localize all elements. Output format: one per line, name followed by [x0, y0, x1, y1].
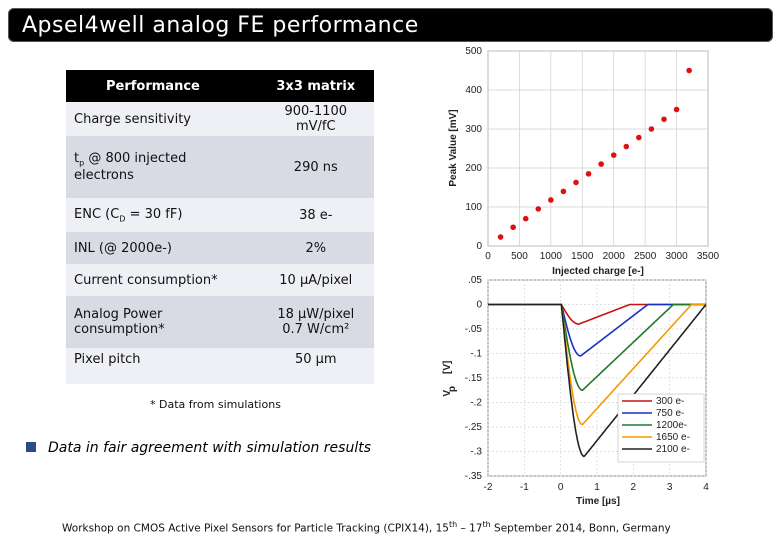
slide-title: Apsel4well analog FE performance — [22, 13, 419, 38]
y-tick-label: 300 — [465, 124, 482, 135]
table-row: INL (@ 2000e-) 2% — [66, 232, 374, 264]
table-row: ENC (CD = 30 fF) 38 e- — [66, 198, 374, 232]
x-tick-label: 500 — [511, 251, 528, 262]
row-label: ENC (CD = 30 fF) — [66, 198, 258, 232]
legend-label: 2100 e- — [656, 444, 690, 455]
x-tick-label: -2 — [484, 482, 493, 493]
legend-label: 1650 e- — [656, 432, 690, 443]
data-point — [522, 215, 529, 222]
x-tick-label: 1 — [594, 482, 600, 493]
row-label: Analog Power consumption* — [66, 296, 258, 348]
footer: Workshop on CMOS Active Pixel Sensors fo… — [62, 520, 671, 535]
waveform-chart: -2 -1 0 1 2 3 4 .05 0 -.05 -.1 -.15 -.2 -.25 -.3 -.35 3… — [442, 275, 709, 507]
data-point — [648, 126, 655, 132]
data-point — [598, 161, 604, 167]
y-axis-label: V p [V] — [442, 361, 458, 397]
x-tick-label: 3000 — [665, 251, 688, 262]
row-value: 290 ns — [257, 136, 374, 198]
header-performance: Performance — [66, 70, 258, 102]
y-tick-label: -.35 — [465, 471, 483, 482]
data-point — [535, 206, 542, 212]
row-label: tp @ 800 injected electrons — [66, 136, 258, 198]
y-tick-label: -.05 — [465, 324, 483, 335]
data-point — [585, 171, 592, 177]
svg-text:V: V — [442, 390, 453, 397]
row-value: 38 e- — [257, 198, 374, 232]
y-tick-label: -.1 — [470, 349, 482, 360]
legend-label: 300 e- — [656, 396, 684, 407]
x-axis-label: Injected charge [e-] — [552, 266, 644, 277]
y-tick-label: -.2 — [470, 398, 482, 409]
row-value: 2% — [257, 232, 374, 264]
y-tick-label: 400 — [465, 85, 482, 96]
y-tick-label: 500 — [465, 46, 482, 57]
bullet-text: Data in fair agreement with simulation r… — [48, 440, 371, 456]
performance-table: Performance 3x3 matrix Charge sensitivit… — [66, 70, 374, 384]
header-matrix: 3x3 matrix — [257, 70, 374, 102]
row-value: 50 µm — [257, 348, 374, 384]
plot-frame — [487, 50, 709, 247]
peak-value-chart: 0 500 1000 1500 2000 2500 3000 3500 0 100 200 300 40… — [448, 46, 720, 277]
x-tick-label: 0 — [558, 482, 564, 493]
x-tick-label: 2500 — [634, 251, 657, 262]
bullet-square-icon — [26, 442, 36, 452]
table-row: tp @ 800 injected electrons 290 ns — [66, 136, 374, 198]
x-tick-label: 3 — [667, 482, 673, 493]
data-point — [623, 143, 630, 150]
data-point — [610, 152, 617, 158]
x-tick-label: 2 — [631, 482, 637, 493]
row-value: 10 µA/pixel — [257, 264, 374, 296]
x-tick-label: -1 — [520, 482, 529, 493]
row-label: Current consumption* — [66, 264, 258, 296]
row-value: 18 µW/pixel 0.7 W/cm² — [257, 296, 374, 348]
x-axis-label: Time [µs] — [576, 496, 620, 507]
table-header-row: Performance 3x3 matrix — [66, 70, 374, 102]
data-point — [548, 197, 554, 203]
x-tick-label: 1000 — [540, 251, 563, 262]
row-label: Pixel pitch — [66, 348, 258, 384]
x-tick-label: 1500 — [571, 251, 594, 262]
svg-text:p: p — [447, 386, 458, 392]
x-tick-label: 3500 — [697, 251, 720, 262]
y-tick-label: -.15 — [465, 373, 483, 384]
x-tick-label: 2000 — [603, 251, 626, 262]
x-tick-label: 4 — [703, 482, 709, 493]
y-tick-label: .05 — [468, 275, 482, 286]
table-row: Pixel pitch 50 µm — [66, 348, 374, 384]
title-bar: Apsel4well analog FE performance — [8, 8, 773, 42]
y-tick-label: -.25 — [465, 422, 483, 433]
y-tick-label: 0 — [476, 241, 482, 252]
table-row: Analog Power consumption* 18 µW/pixel 0.7… — [66, 296, 374, 348]
legend-label: 1200e- — [656, 420, 687, 431]
series-line — [488, 303, 707, 458]
y-axis-label: Peak Value [mV] — [448, 109, 459, 186]
row-label: INL (@ 2000e-) — [66, 232, 258, 264]
data-point — [510, 224, 516, 231]
row-label: Charge sensitivity — [66, 102, 258, 136]
data-point — [686, 67, 692, 74]
table-row: Current consumption* 10 µA/pixel — [66, 264, 374, 296]
x-tick-label: 0 — [485, 251, 491, 262]
svg-text:[V]: [V] — [442, 361, 453, 374]
y-tick-label: -.3 — [470, 447, 482, 458]
row-value: 900-1100 mV/fC — [257, 102, 374, 136]
data-point — [560, 188, 567, 195]
y-tick-label: 200 — [465, 163, 482, 174]
data-point — [673, 106, 680, 113]
y-tick-label: 100 — [465, 202, 482, 213]
data-point — [661, 116, 667, 123]
table-row: Charge sensitivity 900-1100 mV/fC — [66, 102, 374, 136]
data-point — [636, 134, 642, 141]
legend-box — [617, 393, 705, 463]
data-point — [497, 234, 504, 240]
footnote: * Data from simulations — [150, 398, 281, 411]
data-point — [573, 179, 579, 186]
legend-label: 750 e- — [656, 408, 684, 419]
y-tick-label: 0 — [476, 300, 482, 311]
